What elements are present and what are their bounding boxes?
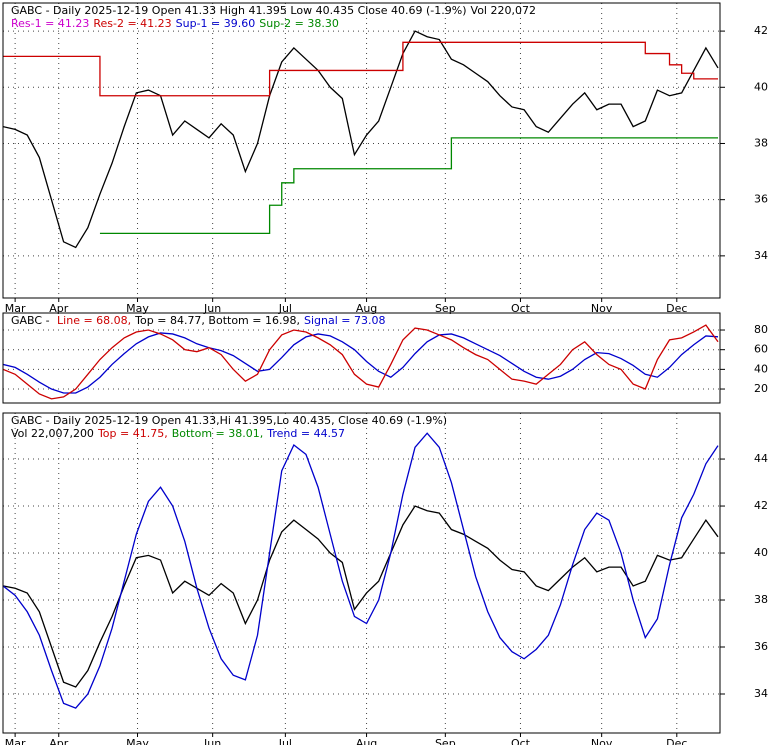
y-tick-label: 38 <box>754 593 768 606</box>
x-tick-label: Sep <box>435 737 456 745</box>
y-tick-label: 80 <box>754 323 768 336</box>
header-text: Top = 41.75, <box>97 427 168 440</box>
y-tick-label: 42 <box>754 24 768 37</box>
series-line <box>99 137 718 235</box>
x-tick-label: Mar <box>5 302 26 315</box>
y-tick-label: 36 <box>754 640 768 653</box>
x-tick-label: Apr <box>49 737 69 745</box>
y-tick-label: 34 <box>754 249 768 262</box>
x-tick-label: Dec <box>666 302 687 315</box>
series-line <box>3 324 719 400</box>
x-tick-label: Jun <box>203 302 221 315</box>
header-text: GABC - Daily 2025-12-19 Open 41.33 High … <box>11 4 467 17</box>
header-text: Vol 22,007,200 <box>11 427 94 440</box>
header-text: Top = 84.77, Bottom = 16.98, <box>134 314 300 327</box>
header-text: GABC - <box>11 314 53 327</box>
series-line <box>3 505 719 688</box>
series-line <box>3 332 719 394</box>
y-tick-label: 44 <box>754 452 768 465</box>
header-text: Sup-1 = 39.60 <box>176 17 256 30</box>
y-tick-label: 34 <box>754 687 768 700</box>
header-text: GABC - Daily 2025-12-19 Open 41.33,Hi 41… <box>11 414 447 427</box>
y-tick-label: 60 <box>754 343 768 356</box>
header-text: Sup-2 = 38.30 <box>259 17 339 30</box>
header-text: Vol 220,072 <box>471 4 536 17</box>
panel-header: GABC - Daily 2025-12-19 Open 41.33,Hi 41… <box>11 414 447 427</box>
x-tick-label: Mar <box>5 737 26 745</box>
series-line <box>3 432 719 709</box>
x-tick-label: Jun <box>203 737 221 745</box>
panel-header: Res-1 = 41.23 Res-2 = 41.23 Sup-1 = 39.60 S… <box>11 17 339 30</box>
panel-frame <box>2 412 721 734</box>
x-tick-label: Aug <box>356 737 377 745</box>
panel-header: GABC - Line = 68.08, Top = 84.77, Bottom … <box>11 314 385 327</box>
y-tick-label: 20 <box>754 382 768 395</box>
y-tick-label: 36 <box>754 193 768 206</box>
y-tick-label: 40 <box>754 546 768 559</box>
x-tick-label: Dec <box>666 737 687 745</box>
x-tick-label: Aug <box>356 302 377 315</box>
x-tick-label: Nov <box>591 737 613 745</box>
series-line <box>3 30 719 249</box>
x-tick-label: Oct <box>511 737 531 745</box>
header-text: Signal = 73.08 <box>304 314 386 327</box>
x-tick-label: Nov <box>591 302 613 315</box>
header-text: Line = 68.08, <box>57 314 131 327</box>
panel-header: Vol 22,007,200 Top = 41.75, Bottom = 38.01… <box>11 427 345 440</box>
y-tick-label: 40 <box>754 362 768 375</box>
panel-header: GABC - Daily 2025-12-19 Open 41.33 High … <box>11 4 536 17</box>
panel-frame <box>2 2 721 299</box>
header-text: Res-1 = 41.23 <box>11 17 89 30</box>
header-text: Res-2 = 41.23 <box>93 17 171 30</box>
x-tick-label: Jul <box>278 302 292 315</box>
y-tick-label: 38 <box>754 136 768 149</box>
x-tick-label: Apr <box>49 302 69 315</box>
x-tick-label: Sep <box>435 302 456 315</box>
y-tick-label: 42 <box>754 499 768 512</box>
x-tick-label: Oct <box>511 302 531 315</box>
x-tick-label: May <box>126 737 149 745</box>
series-line <box>3 41 718 97</box>
panel-frame <box>2 312 721 404</box>
y-tick-label: 40 <box>754 80 768 93</box>
x-tick-label: May <box>126 302 149 315</box>
header-text: Bottom = 38.01, <box>172 427 264 440</box>
x-tick-label: Jul <box>278 737 292 745</box>
header-text: Trend = 44.57 <box>266 427 345 440</box>
